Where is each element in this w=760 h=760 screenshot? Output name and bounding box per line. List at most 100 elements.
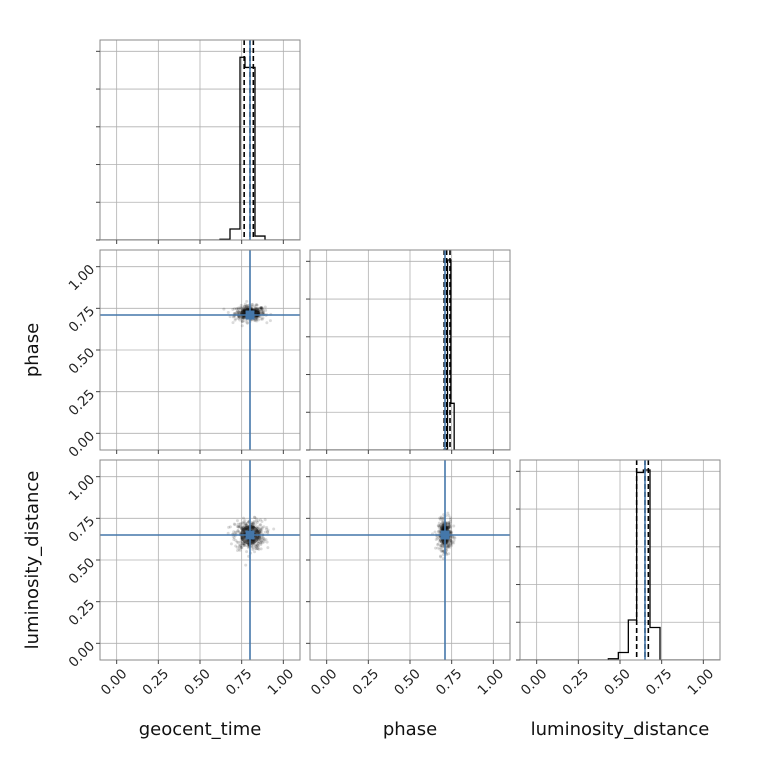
scatter-geocent-time-vs-luminosity-distance-sample-1 bbox=[266, 528, 270, 532]
scatter-geocent-time-vs-luminosity-distance-sample-282 bbox=[259, 536, 263, 540]
scatter-geocent-time-vs-phase-sample-394 bbox=[260, 308, 264, 312]
hist-luminosity-distance-step bbox=[520, 469, 720, 660]
scatter-geocent-time-vs-luminosity-distance-sample-364 bbox=[236, 529, 240, 533]
scatter-geocent-time-vs-phase-sample-406 bbox=[237, 310, 241, 314]
scatter-geocent-time-vs-luminosity-distance-sample-120 bbox=[241, 542, 245, 546]
scatter-geocent-time-vs-phase-sample-55 bbox=[259, 306, 263, 310]
scatter-geocent-time-vs-luminosity-distance-sample-439 bbox=[255, 520, 259, 524]
y-axis-label-phase: phase bbox=[22, 323, 43, 377]
scatter-geocent-time-vs-phase-sample-308 bbox=[250, 303, 254, 307]
scatter-phase-vs-luminosity-distance-sample-197 bbox=[439, 546, 443, 550]
scatter-geocent-time-vs-phase-sample-243 bbox=[243, 319, 247, 323]
scatter-geocent-time-vs-phase-sample-367 bbox=[245, 299, 249, 303]
scatter-geocent-time-vs-luminosity-distance-sample-375 bbox=[236, 529, 240, 533]
scatter-geocent-time-vs-phase-sample-72 bbox=[243, 302, 247, 306]
scatter-geocent-time-vs-phase-sample-43 bbox=[260, 306, 264, 310]
scatter-phase-vs-luminosity-distance-sample-69 bbox=[448, 521, 452, 525]
scatter-geocent-time-vs-phase-sample-312 bbox=[253, 304, 257, 308]
scatter-geocent-time-vs-phase-sample-260 bbox=[261, 308, 265, 312]
scatter-geocent-time-vs-luminosity-distance-sample-317 bbox=[266, 530, 270, 534]
scatter-phase-vs-luminosity-distance-sample-193 bbox=[449, 536, 453, 540]
scatter-geocent-time-vs-luminosity-distance-sample-115 bbox=[266, 530, 270, 534]
scatter-geocent-time-vs-luminosity-distance-sample-411 bbox=[244, 544, 248, 548]
scatter-geocent-time-vs-luminosity-distance-sample-291 bbox=[256, 525, 260, 529]
scatter-phase-vs-luminosity-distance-sample-224 bbox=[446, 545, 450, 549]
scatter-geocent-time-vs-luminosity-distance-sample-16 bbox=[251, 544, 255, 548]
scatter-geocent-time-vs-phase-sample-237 bbox=[263, 305, 267, 309]
scatter-geocent-time-vs-luminosity-distance-sample-40 bbox=[252, 515, 256, 519]
scatter-geocent-time-vs-luminosity-distance-sample-11 bbox=[240, 546, 244, 550]
scatter-geocent-time-vs-phase-sample-218 bbox=[264, 308, 268, 312]
scatter-phase-vs-luminosity-distance-sample-356 bbox=[448, 525, 452, 529]
scatter-geocent-time-vs-luminosity-distance-sample-191 bbox=[264, 538, 268, 542]
scatter-geocent-time-vs-phase-plot-area bbox=[100, 250, 300, 450]
scatter-geocent-time-vs-phase-sample-436 bbox=[250, 302, 254, 306]
scatter-geocent-time-vs-phase-sample-428 bbox=[259, 306, 263, 310]
scatter-geocent-time-vs-luminosity-distance-sample-34 bbox=[258, 523, 262, 527]
scatter-geocent-time-vs-luminosity-distance-sample-325 bbox=[261, 538, 265, 542]
scatter-geocent-time-vs-phase-sample-98 bbox=[239, 303, 243, 307]
scatter-geocent-time-vs-luminosity-distance-sample-185 bbox=[235, 540, 239, 544]
scatter-geocent-time-vs-phase-sample-393 bbox=[257, 307, 261, 311]
scatter-phase-vs-luminosity-distance-sample-421 bbox=[448, 536, 452, 540]
scatter-geocent-time-vs-phase-sample-254 bbox=[245, 305, 249, 309]
scatter-geocent-time-vs-luminosity-distance-sample-154 bbox=[253, 547, 257, 551]
scatter-phase-vs-luminosity-distance-sample-338 bbox=[446, 542, 450, 546]
scatter-phase-vs-luminosity-distance-sample-48 bbox=[441, 549, 445, 553]
scatter-geocent-time-vs-luminosity-distance-sample-239 bbox=[259, 540, 263, 544]
scatter-phase-vs-luminosity-distance-sample-257 bbox=[448, 523, 452, 527]
scatter-phase-vs-luminosity-distance-sample-11 bbox=[448, 540, 452, 544]
scatter-geocent-time-vs-luminosity-distance-sample-144 bbox=[244, 523, 248, 527]
scatter-phase-vs-luminosity-distance-sample-56 bbox=[446, 545, 450, 549]
scatter-phase-vs-luminosity-distance-sample-171 bbox=[438, 538, 442, 542]
scatter-phase-vs-luminosity-distance-sample-161 bbox=[438, 517, 442, 521]
scatter-phase-vs-luminosity-distance-sample-131 bbox=[437, 521, 441, 525]
scatter-geocent-time-vs-phase-sample-380 bbox=[246, 304, 250, 308]
scatter-geocent-time-vs-luminosity-distance-sample-310 bbox=[257, 547, 261, 551]
scatter-phase-vs-luminosity-distance-sample-207 bbox=[449, 530, 453, 534]
scatter-geocent-time-vs-phase-sample-314 bbox=[265, 321, 269, 325]
scatter-geocent-time-vs-luminosity-distance-sample-271 bbox=[251, 548, 255, 552]
scatter-phase-vs-luminosity-distance-sample-321 bbox=[440, 525, 444, 529]
hist-phase-plot-area bbox=[310, 250, 510, 450]
scatter-geocent-time-vs-luminosity-distance-sample-148 bbox=[232, 536, 236, 540]
scatter-geocent-time-vs-luminosity-distance-sample-350 bbox=[258, 527, 262, 531]
scatter-phase-vs-luminosity-distance-sample-253 bbox=[441, 523, 445, 527]
scatter-geocent-time-vs-phase-sample-106 bbox=[234, 317, 238, 321]
scatter-geocent-time-vs-luminosity-distance-sample-19 bbox=[237, 525, 241, 529]
scatter-geocent-time-vs-phase-sample-288 bbox=[260, 311, 264, 315]
scatter-phase-vs-luminosity-distance-truth-marker bbox=[440, 530, 450, 540]
scatter-geocent-time-vs-luminosity-distance-sample-81 bbox=[266, 546, 270, 550]
scatter-geocent-time-vs-luminosity-distance-sample-47 bbox=[236, 549, 240, 553]
scatter-phase-vs-luminosity-distance-sample-146 bbox=[439, 523, 443, 527]
scatter-geocent-time-vs-luminosity-distance-sample-378 bbox=[259, 523, 263, 527]
scatter-geocent-time-vs-luminosity-distance-sample-403 bbox=[254, 517, 258, 521]
scatter-phase-vs-luminosity-distance-sample-216 bbox=[440, 545, 444, 549]
scatter-geocent-time-vs-phase-sample-287 bbox=[255, 303, 259, 307]
scatter-geocent-time-vs-luminosity-distance-sample-331 bbox=[251, 522, 255, 526]
scatter-geocent-time-vs-phase-sample-319 bbox=[238, 318, 242, 322]
scatter-geocent-time-vs-luminosity-distance-sample-346 bbox=[265, 525, 269, 529]
scatter-geocent-time-vs-luminosity-distance-sample-437 bbox=[265, 540, 269, 544]
scatter-geocent-time-vs-luminosity-distance-sample-237 bbox=[252, 520, 256, 524]
scatter-geocent-time-vs-phase-sample-400 bbox=[241, 317, 245, 321]
scatter-phase-vs-luminosity-distance-sample-24 bbox=[449, 543, 453, 547]
scatter-geocent-time-vs-phase-sample-444 bbox=[231, 321, 235, 325]
scatter-phase-vs-luminosity-distance-sample-393 bbox=[446, 511, 450, 515]
scatter-geocent-time-vs-luminosity-distance-sample-21 bbox=[242, 543, 246, 547]
scatter-geocent-time-vs-phase-sample-115 bbox=[236, 316, 240, 320]
scatter-geocent-time-vs-phase-sample-419 bbox=[237, 310, 241, 314]
scatter-phase-vs-luminosity-distance-sample-273 bbox=[447, 522, 451, 526]
scatter-geocent-time-vs-luminosity-distance-sample-240 bbox=[260, 525, 264, 529]
panel-hist-luminosity-distance bbox=[516, 459, 721, 664]
scatter-phase-vs-luminosity-distance-sample-331 bbox=[439, 544, 443, 548]
scatter-geocent-time-vs-luminosity-distance-sample-341 bbox=[235, 519, 239, 523]
scatter-phase-vs-luminosity-distance-sample-169 bbox=[434, 546, 438, 550]
scatter-geocent-time-vs-phase-sample-186 bbox=[261, 316, 265, 320]
scatter-geocent-time-vs-luminosity-distance-sample-444 bbox=[242, 521, 246, 525]
scatter-geocent-time-vs-luminosity-distance-sample-111 bbox=[253, 550, 257, 554]
scatter-geocent-time-vs-phase-sample-38 bbox=[239, 306, 243, 310]
scatter-geocent-time-vs-phase-sample-189 bbox=[240, 320, 244, 324]
scatter-geocent-time-vs-luminosity-distance-sample-369 bbox=[262, 538, 266, 542]
scatter-phase-vs-luminosity-distance-sample-422 bbox=[453, 536, 457, 540]
